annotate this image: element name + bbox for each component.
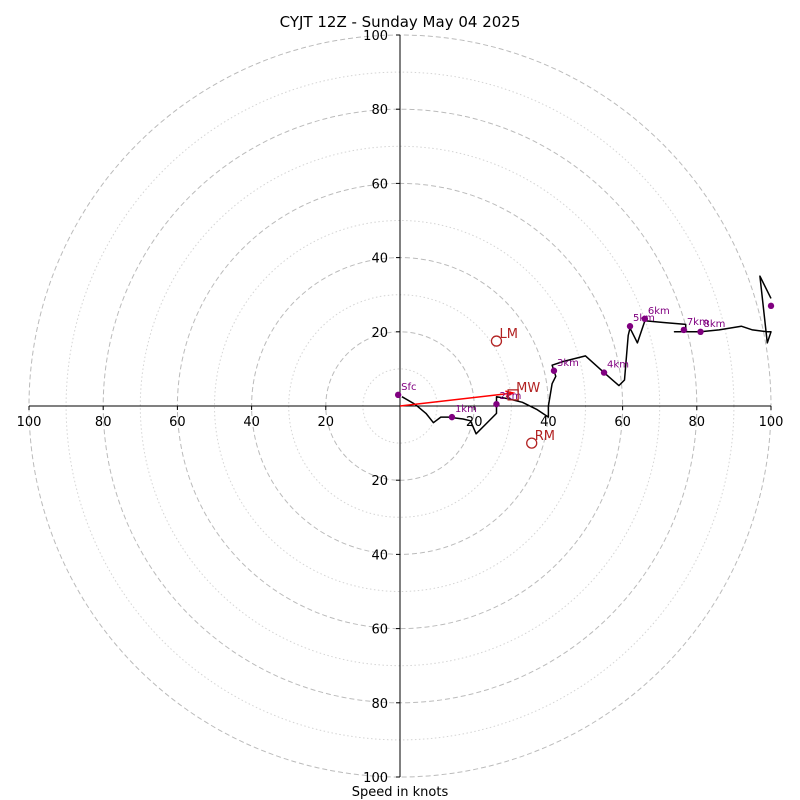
x-tick-label: 40 <box>243 415 260 430</box>
y-tick-label: 80 <box>371 103 388 118</box>
height-marker-dot <box>641 315 649 323</box>
height-marker-label: Sfc <box>401 382 416 393</box>
height-marker-dot <box>767 302 775 310</box>
height-marker-dot <box>680 326 688 334</box>
height-marker-dot <box>626 323 634 330</box>
x-tick-label: 100 <box>759 415 784 430</box>
height-marker-label: 6km <box>648 306 670 317</box>
storm-motion-label: LM <box>499 327 517 342</box>
y-tick-label: 20 <box>371 326 388 341</box>
y-tick-label: 20 <box>371 474 388 489</box>
storm-motion-label: MW <box>516 381 540 396</box>
height-marker-dot <box>600 369 608 376</box>
y-tick-label: 100 <box>363 771 388 786</box>
y-tick-label: 40 <box>371 252 388 267</box>
height-marker-dot <box>448 413 456 421</box>
storm-motion-marker <box>507 389 519 401</box>
height-marker-label: 2km <box>499 391 521 402</box>
height-marker-dot <box>493 400 500 408</box>
x-axis-label: Speed in knots <box>352 785 449 800</box>
x-tick-label: 20 <box>466 415 483 430</box>
x-tick-label: 100 <box>17 415 42 430</box>
storm-motion-marker <box>490 335 503 347</box>
height-marker-dot <box>697 328 704 335</box>
y-tick-label: 80 <box>371 697 388 712</box>
height-marker-label: 8km <box>704 319 726 330</box>
x-tick-label: 40 <box>540 415 557 430</box>
height-marker-label: 4km <box>607 360 629 371</box>
mean-wind-vector <box>399 392 514 407</box>
y-tick-label: 40 <box>371 548 388 563</box>
height-marker-dot <box>550 367 558 374</box>
y-tick-label: 60 <box>371 177 388 192</box>
x-tick-label: 80 <box>689 415 706 430</box>
wind-trace-line <box>401 275 772 435</box>
storm-motion-label: RM <box>535 429 555 444</box>
height-marker-label: 3km <box>557 358 579 369</box>
x-tick-label: 80 <box>95 415 112 430</box>
height-marker-label: 7km <box>687 317 709 328</box>
x-tick-label: 20 <box>318 415 335 430</box>
y-tick-label: 100 <box>363 29 388 44</box>
height-marker-label: 1km <box>455 404 477 415</box>
storm-motion-marker <box>526 437 538 449</box>
storm-motion-markers: LM MW RM <box>490 327 555 449</box>
height-marker-dot <box>394 391 402 399</box>
height-markers: Sfc1km2km3km4km5km6km7km8km <box>394 302 775 421</box>
tick-labels: 100 80 60 40 20 20 40 60 80 100 100 80 60 40 20 20 40 60 8… <box>17 29 784 786</box>
y-tick-label: 60 <box>371 623 388 638</box>
x-tick-label: 60 <box>169 415 186 430</box>
x-tick-label: 60 <box>614 415 631 430</box>
chart-title: CYJT 12Z - Sunday May 04 2025 <box>280 13 521 31</box>
